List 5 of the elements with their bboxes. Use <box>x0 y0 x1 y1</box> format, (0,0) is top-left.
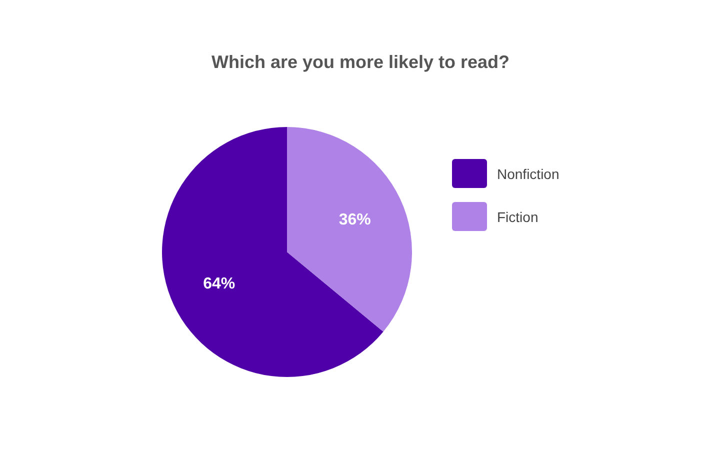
data-label: 64% <box>203 275 236 292</box>
legend-label: Fiction <box>497 208 538 224</box>
legend-label: Nonfiction <box>497 166 560 182</box>
data-label: 36% <box>338 211 371 228</box>
chart-title: Which are you more likely to read? <box>210 52 511 73</box>
